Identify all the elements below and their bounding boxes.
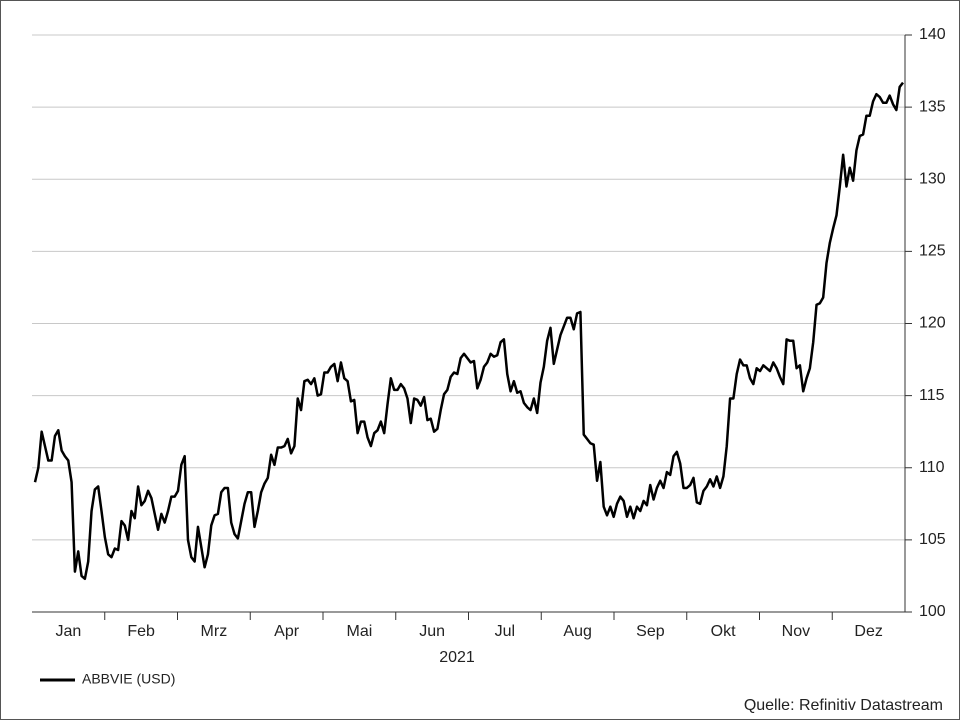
y-tick-label: 115 <box>919 387 945 404</box>
x-tick-label: Nov <box>782 623 810 640</box>
x-tick-label: Aug <box>563 623 591 640</box>
x-tick-label: Jan <box>55 623 81 640</box>
y-tick-label: 140 <box>919 26 946 43</box>
x-tick-label: Jun <box>419 623 445 640</box>
price-line <box>33 81 904 581</box>
x-tick-label: Feb <box>127 623 155 640</box>
y-tick-label: 100 <box>919 603 946 620</box>
x-axis-label: 2021 <box>439 649 475 666</box>
x-tick-label: Okt <box>711 623 736 640</box>
y-tick-label: 125 <box>919 243 946 260</box>
x-tick-label: Sep <box>636 623 665 640</box>
y-tick-label: 130 <box>919 170 946 187</box>
source: Quelle: Refinitiv Datastream <box>744 697 943 714</box>
x-tick-label: Apr <box>274 623 300 640</box>
x-tick-label: Jul <box>495 623 515 640</box>
x-tick-label: Mai <box>346 623 372 640</box>
y-tick-label: 105 <box>919 531 946 548</box>
legend-label: ABBVIE (USD) <box>82 671 175 687</box>
y-tick-label: 110 <box>919 459 945 476</box>
x-tick-label: Dez <box>854 623 882 640</box>
y-tick-label: 120 <box>919 315 946 332</box>
x-tick-label: Mrz <box>201 623 228 640</box>
y-tick-label: 135 <box>919 98 946 115</box>
